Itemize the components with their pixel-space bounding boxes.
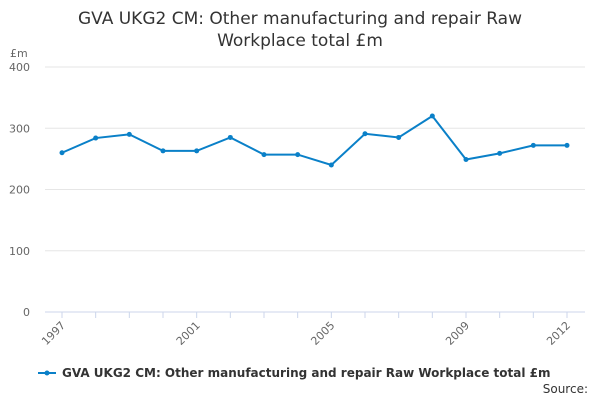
title-line-2: Workplace total £m: [217, 31, 383, 51]
data-point: [194, 148, 200, 154]
y-tick-label: 0: [23, 306, 30, 319]
chart-title: GVA UKG2 CM: Other manufacturing and rep…: [0, 8, 600, 52]
y-tick-label: 400: [9, 61, 30, 74]
x-tick-label: 1997: [39, 319, 68, 348]
data-point: [160, 148, 166, 154]
x-tick-label: 2005: [308, 319, 337, 348]
data-point: [564, 142, 570, 148]
x-tick-label: 2001: [174, 319, 203, 348]
data-point: [227, 134, 233, 140]
data-point: [93, 135, 99, 141]
x-tick-label: 2012: [544, 319, 573, 348]
x-tick-label: 2009: [443, 319, 472, 348]
source-label: Source:: [542, 382, 588, 396]
data-point: [295, 152, 301, 158]
title-line-1: GVA UKG2 CM: Other manufacturing and rep…: [77, 9, 523, 29]
data-point: [362, 131, 368, 137]
data-point: [396, 134, 402, 140]
data-point: [126, 131, 132, 137]
y-tick-label: 200: [9, 184, 30, 197]
legend-item[interactable]: GVA UKG2 CM: Other manufacturing and rep…: [38, 366, 551, 380]
data-point: [328, 162, 334, 168]
data-point: [429, 113, 435, 119]
legend-label: GVA UKG2 CM: Other manufacturing and rep…: [62, 366, 551, 380]
series-line: [61, 114, 567, 167]
y-axis-label: £m: [10, 47, 28, 60]
data-point: [59, 150, 65, 156]
legend-line-icon: [38, 370, 56, 376]
data-point: [261, 152, 267, 158]
y-tick-label: 300: [9, 122, 30, 135]
data-point: [463, 156, 469, 162]
y-tick-label: 100: [9, 245, 30, 258]
data-point: [497, 150, 503, 156]
data-point: [530, 142, 536, 148]
